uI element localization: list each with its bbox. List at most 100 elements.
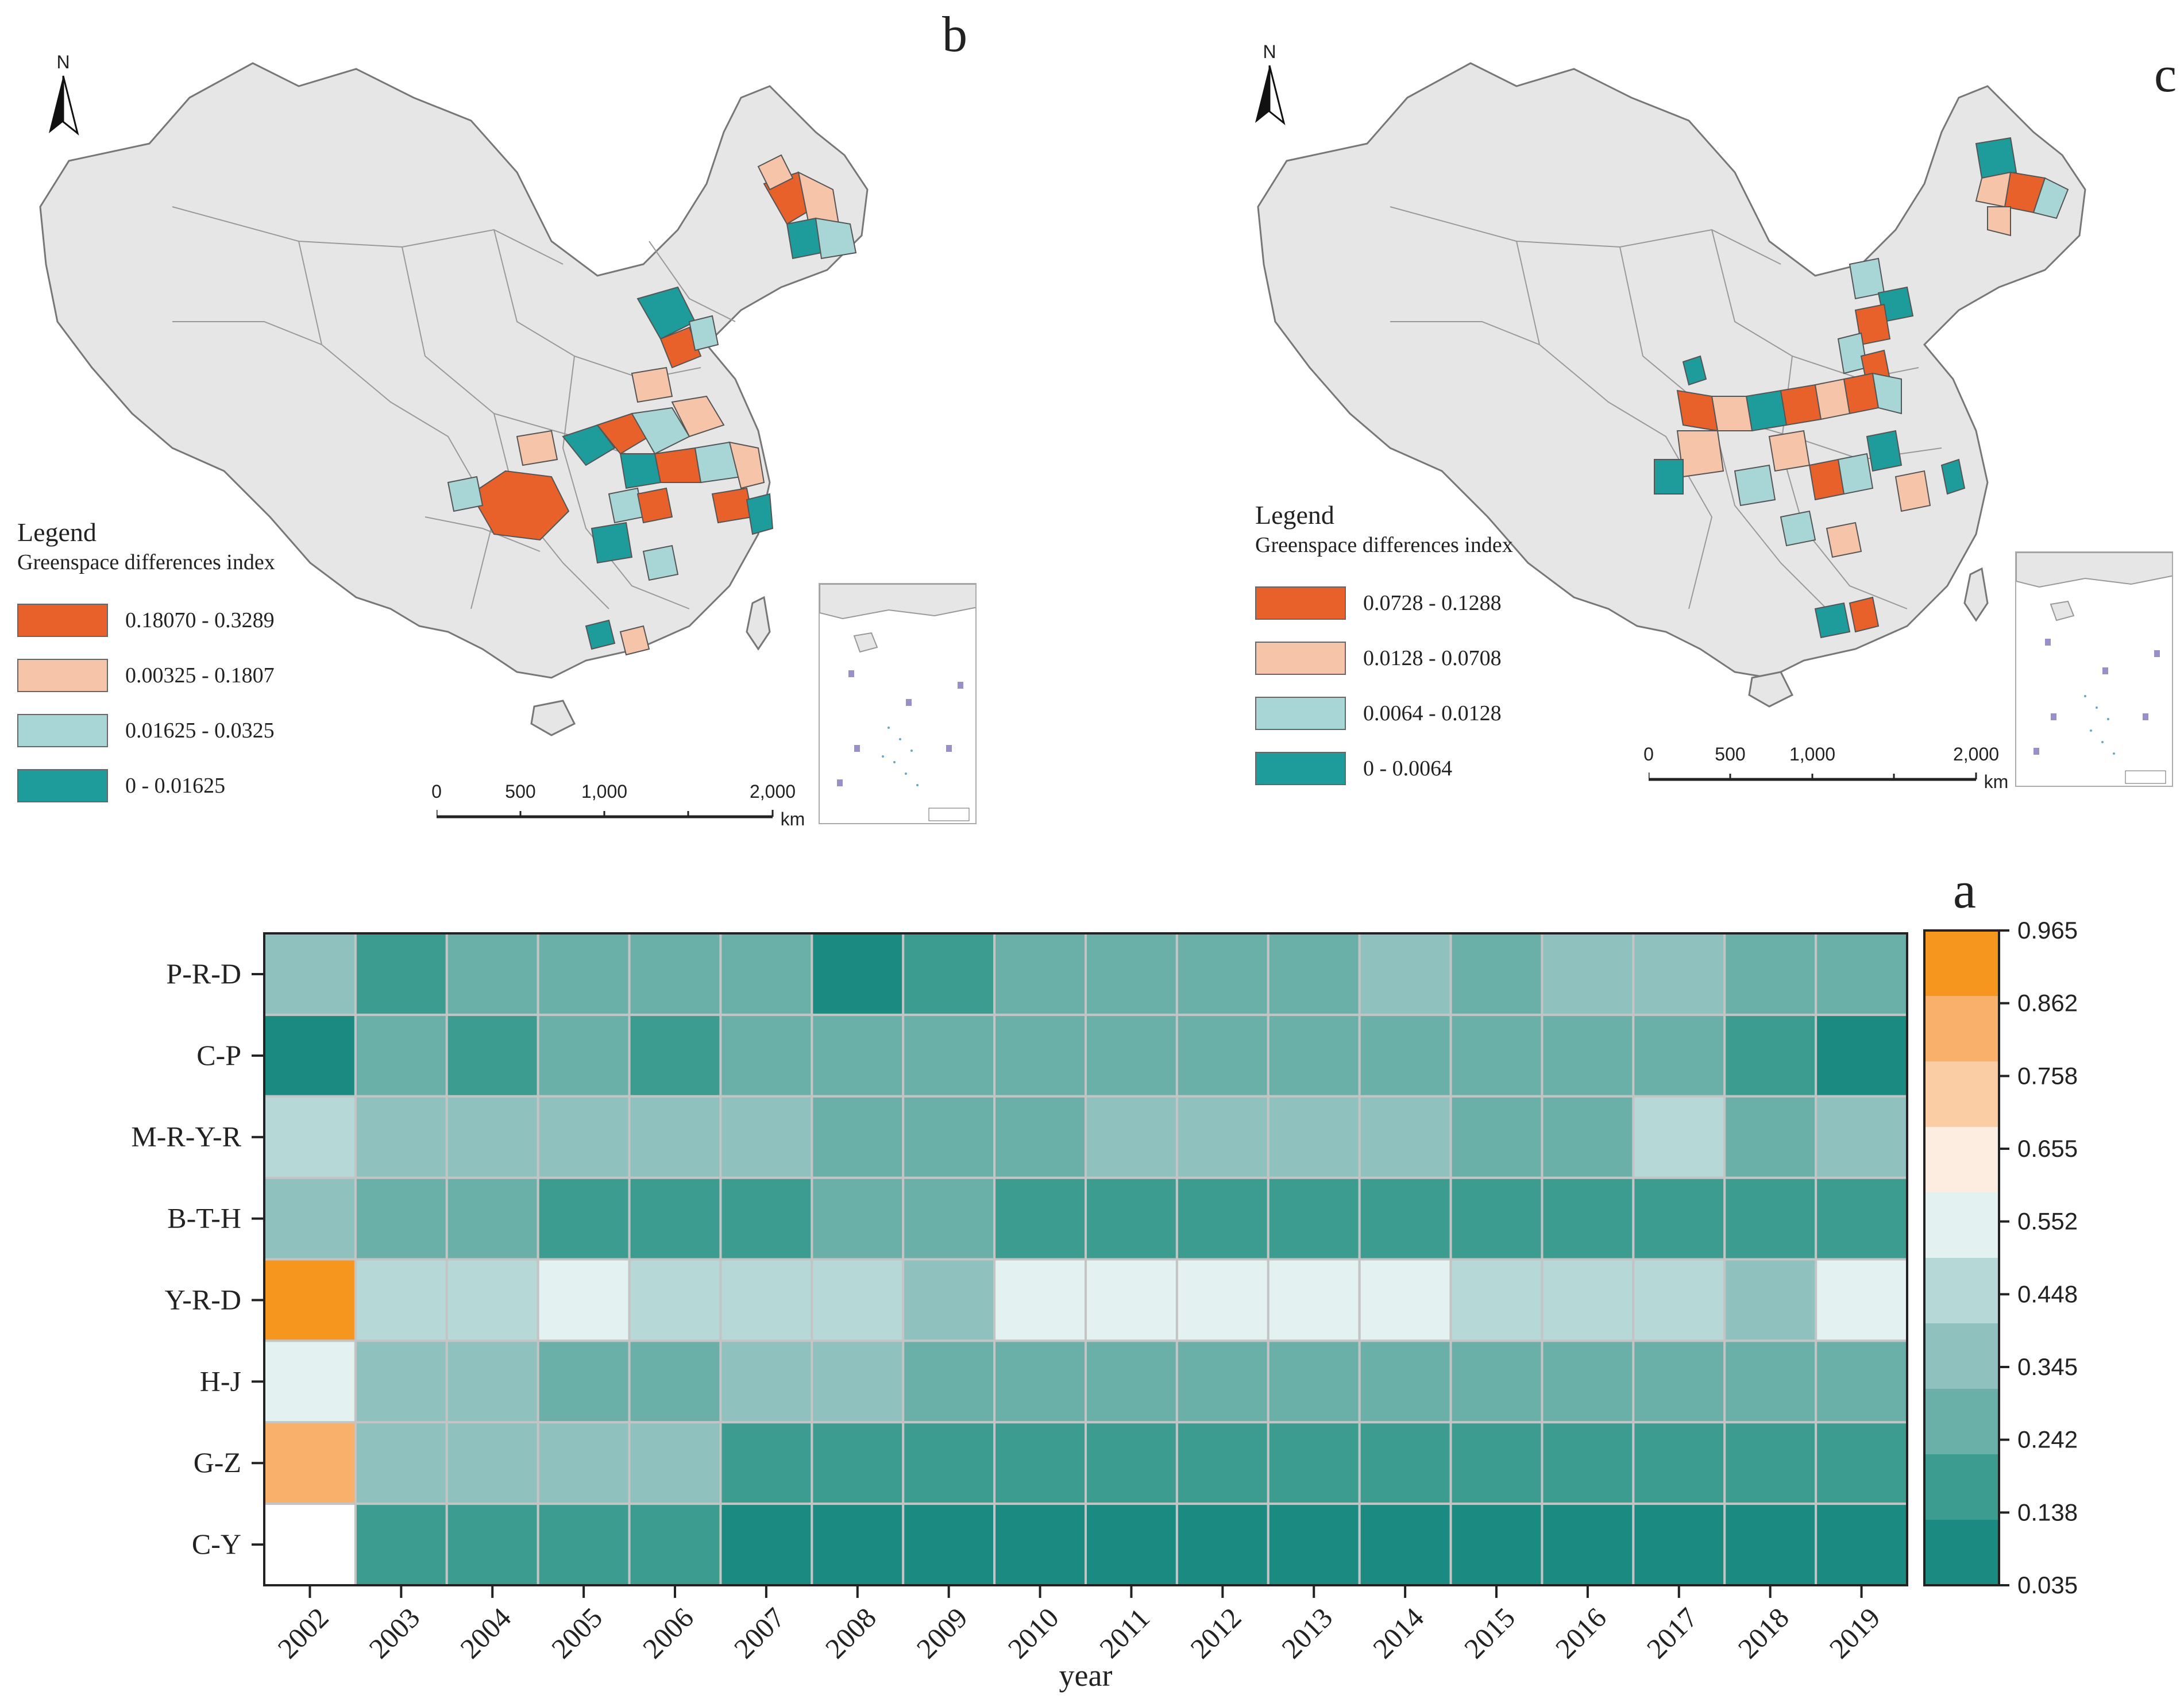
heatmap-cell xyxy=(902,1503,996,1586)
heatmap-cell xyxy=(993,1013,1087,1098)
taiwan-c xyxy=(1963,567,1989,622)
legend-entry-b-1: 0.00325 - 0.1807 xyxy=(17,659,275,692)
scale-bar-c: 0 500 1,000 2,000 km xyxy=(1643,744,2016,792)
heatmap-cell xyxy=(1541,1013,1635,1098)
heatmap-cell xyxy=(1541,1421,1635,1505)
colorbar-frame xyxy=(1923,929,2000,1586)
x-tick-label: 2006 xyxy=(636,1601,700,1665)
admin-boundaries-b xyxy=(172,206,736,609)
heatmap-cell xyxy=(1267,1095,1361,1179)
heatmap-cell xyxy=(1815,932,1908,1016)
heatmap-cell xyxy=(1632,1176,1726,1261)
heatmap-cell xyxy=(1358,1176,1452,1261)
heatmap-cell xyxy=(1541,1503,1635,1586)
colorbar-tick-label: 0.552 xyxy=(2017,1208,2078,1235)
heatmap-cell xyxy=(1541,1095,1635,1179)
y-tick-label: G-Z xyxy=(194,1446,241,1478)
x-tick-label: 2015 xyxy=(1458,1601,1521,1665)
x-tick-label: 2017 xyxy=(1641,1601,1704,1665)
heatmap-cell xyxy=(445,1013,539,1098)
taiwan-b xyxy=(746,596,771,651)
x-tick-label: 2009 xyxy=(910,1601,973,1665)
scale-tick-label: 500 xyxy=(505,781,536,802)
legend-label: 0.18070 - 0.3289 xyxy=(125,608,275,632)
legend-c: Legend Greenspace differences index 0.07… xyxy=(1255,500,1513,785)
colorbar-tick-label: 0.758 xyxy=(2017,1062,2078,1089)
colorbar-segment xyxy=(1924,1061,1999,1127)
legend-swatch xyxy=(17,769,108,802)
legend-swatch xyxy=(1255,697,1346,730)
colorbar-segment xyxy=(1924,996,1999,1061)
colorbar-tick-label: 0.965 xyxy=(2017,917,2078,944)
heatmap-cell xyxy=(1358,1503,1452,1586)
south-china-sea-inset-b xyxy=(819,583,977,824)
colorbar-segment xyxy=(1924,930,1999,996)
heatmap-cell xyxy=(263,1339,357,1424)
panel-letter-c: c xyxy=(2154,47,2177,103)
heatmap-cell xyxy=(811,1176,905,1261)
x-tick-label: 2002 xyxy=(271,1601,334,1665)
legend-title-c: Legend xyxy=(1255,500,1334,530)
scale-tick-label: 1,000 xyxy=(1789,744,1836,764)
legend-subtitle-b: Greenspace differences index xyxy=(17,550,275,574)
scale-bar-line xyxy=(1649,773,1977,781)
legend-label: 0.0728 - 0.1288 xyxy=(1363,591,1502,615)
x-axis-label: year xyxy=(1059,1658,1113,1693)
heatmap-cell xyxy=(719,1503,813,1586)
x-tick-label: 2014 xyxy=(1367,1601,1430,1665)
heatmap-cell xyxy=(1449,1095,1544,1179)
scale-bar-line xyxy=(437,810,774,818)
heatmap-cell xyxy=(1267,1421,1361,1505)
heatmap-cell xyxy=(537,932,631,1016)
heatmap-cell xyxy=(1085,1013,1178,1098)
heatmap-cell xyxy=(1632,1339,1726,1424)
x-tick-label: 2013 xyxy=(1275,1601,1338,1665)
legend-label: 0.0064 - 0.0128 xyxy=(1363,701,1502,725)
colorbar-tick-label: 0.345 xyxy=(2017,1353,2078,1380)
highlighted-regions-b xyxy=(447,154,857,656)
colorbar-tick-label: 0.655 xyxy=(2017,1135,2078,1162)
heatmap-cell xyxy=(1723,1503,1818,1586)
north-label-c: N xyxy=(1263,41,1276,62)
heatmap-cell xyxy=(811,1013,905,1098)
heatmap-cell xyxy=(445,932,539,1016)
heatmap-cell xyxy=(1085,1421,1178,1505)
heatmap-cell xyxy=(1541,1176,1635,1261)
x-tick-label: 2003 xyxy=(362,1601,426,1665)
heatmap-cell xyxy=(537,1176,631,1261)
heatmap-cell xyxy=(1815,1176,1908,1261)
scale-tick-label: 2,000 xyxy=(749,781,796,802)
heatmap-cell xyxy=(1815,1339,1908,1424)
heatmap-cell xyxy=(537,1503,631,1586)
heatmap-cell xyxy=(993,1258,1087,1342)
heatmap-cell xyxy=(1267,1176,1361,1261)
heatmap-cell xyxy=(1358,1013,1452,1098)
heatmap-cell xyxy=(1267,1013,1361,1098)
heatmap-cell xyxy=(445,1503,539,1586)
heatmap-cell xyxy=(719,1013,813,1098)
heatmap-cell xyxy=(1723,1095,1818,1179)
heatmap-cell xyxy=(1632,1095,1726,1179)
legend-entry-c-1: 0.0128 - 0.0708 xyxy=(1255,642,1513,675)
legend-b: Legend Greenspace differences index 0.18… xyxy=(17,517,275,802)
scale-unit: km xyxy=(1984,771,2009,792)
heatmap-cell xyxy=(1632,1258,1726,1342)
heatmap-cell xyxy=(993,1503,1087,1586)
heatmap-cell xyxy=(1358,932,1452,1016)
inset-map-graphic xyxy=(820,584,975,821)
legend-label: 0.01625 - 0.0325 xyxy=(125,719,275,743)
heatmap-cell xyxy=(811,1503,905,1586)
heatmap-cell xyxy=(1267,1258,1361,1342)
heatmap-cell xyxy=(1815,1095,1908,1179)
heatmap-cell xyxy=(902,1176,996,1261)
y-tick-label: C-P xyxy=(196,1039,241,1071)
inset-map-graphic xyxy=(2016,553,2172,784)
heatmap-cell xyxy=(1175,1421,1270,1505)
colorbar-tick-label: 0.448 xyxy=(2017,1280,2078,1307)
x-tick-label: 2012 xyxy=(1184,1601,1247,1665)
legend-title-b: Legend xyxy=(17,518,97,547)
legend-entry-b-3: 0 - 0.01625 xyxy=(17,769,275,802)
heatmap-cell xyxy=(719,1176,813,1261)
heatmap-cell xyxy=(1449,932,1544,1016)
heatmap-cell xyxy=(1358,1339,1452,1424)
